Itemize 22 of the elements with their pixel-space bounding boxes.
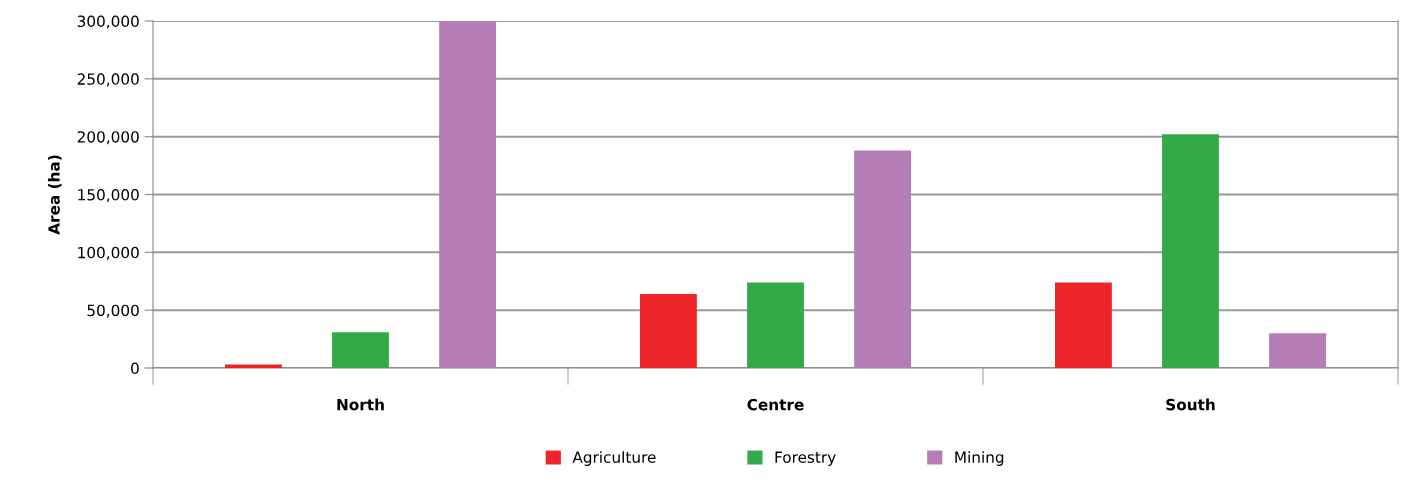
x-tick-label: Centre: [747, 398, 804, 411]
legend-label: Mining: [955, 451, 1004, 466]
y-tick-label: 0: [131, 362, 139, 375]
y-tick-label: 250,000: [77, 73, 139, 87]
legend-label: Agriculture: [572, 451, 656, 466]
bar: [747, 282, 804, 368]
legend-label: Forestry: [775, 451, 836, 466]
x-tick-label: North: [337, 398, 384, 411]
bar: [332, 332, 389, 368]
y-axis-title: Area (ha): [47, 155, 62, 235]
y-tick-label: 300,000: [77, 15, 139, 29]
bar: [640, 293, 697, 368]
bar: [1055, 282, 1112, 368]
x-tick-label: South: [1166, 398, 1215, 411]
bar: [1269, 333, 1326, 368]
bar: [854, 150, 911, 368]
bar: [439, 21, 496, 368]
bar: [1162, 134, 1219, 368]
y-tick-label: 100,000: [78, 246, 139, 260]
y-tick-label: 150,000: [78, 188, 139, 203]
y-tick-label: 50,000: [87, 304, 139, 318]
y-tick-label: 200,000: [77, 131, 139, 145]
